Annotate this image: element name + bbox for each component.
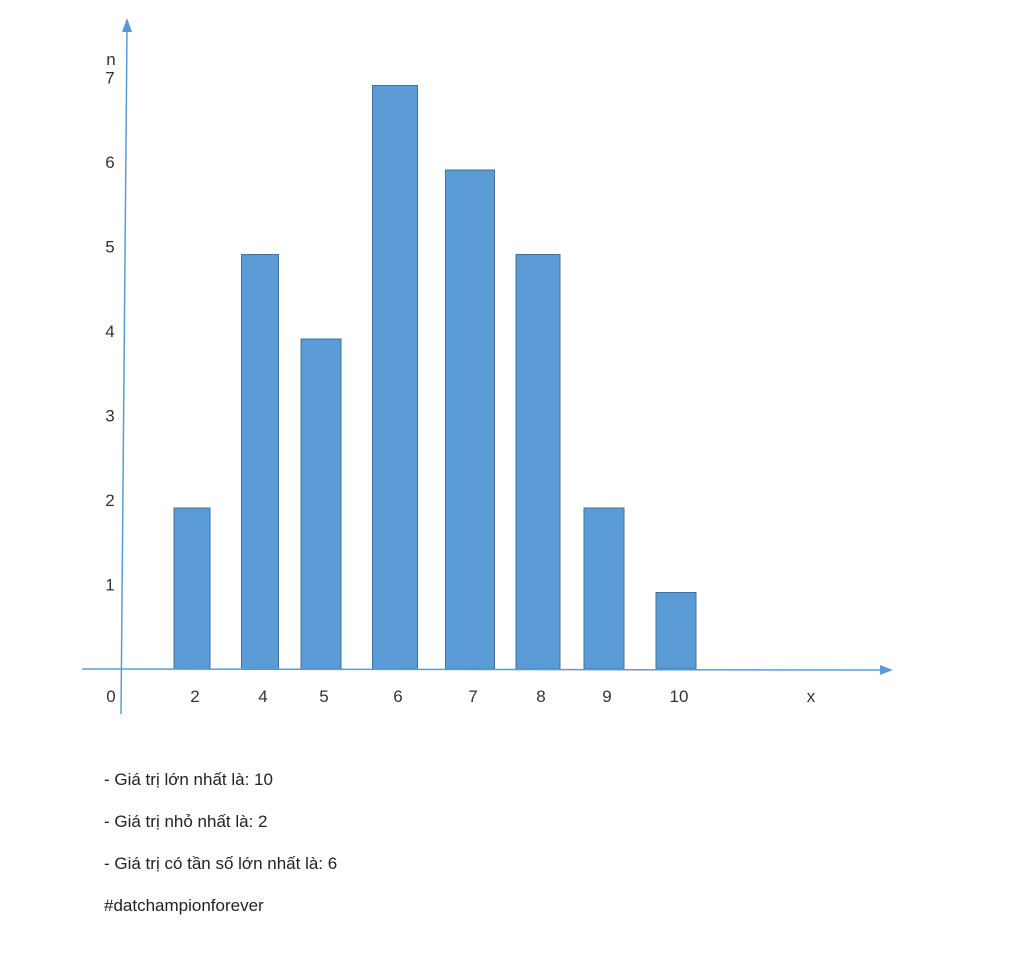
bar-5 xyxy=(300,338,342,670)
y-axis-label: n xyxy=(106,50,115,69)
bars-layer xyxy=(173,85,697,670)
x-tick-label-5: 5 xyxy=(319,687,328,706)
x-axis-label: x xyxy=(807,687,816,706)
x-tick-label-9: 9 xyxy=(602,687,611,706)
y-tick-label-7: 7 xyxy=(105,69,114,88)
axes-layer xyxy=(81,18,893,715)
bar-4 xyxy=(241,254,279,670)
y-tick-label-3: 3 xyxy=(105,407,114,426)
y-axis xyxy=(120,27,128,715)
x-tick-label-2: 2 xyxy=(190,687,199,706)
y-tick-label-4: 4 xyxy=(105,322,114,341)
notes-section: - Giá trị lớn nhất là: 10 - Giá trị nhỏ … xyxy=(104,762,704,930)
bar-2 xyxy=(173,507,211,670)
x-tick-label-8: 8 xyxy=(536,687,545,706)
y-tick-label-6: 6 xyxy=(105,153,114,172)
x-tick-label-7: 7 xyxy=(468,687,477,706)
y-axis-arrow-icon xyxy=(122,18,132,32)
bar-7 xyxy=(445,169,495,670)
note-min-value: - Giá trị nhỏ nhất là: 2 xyxy=(104,812,268,831)
x-axis-arrow-icon xyxy=(880,665,893,675)
origin-label: 0 xyxy=(106,687,115,706)
hashtag: #datchampionforever xyxy=(104,896,264,915)
x-tick-label-10: 10 xyxy=(670,687,689,706)
y-tick-label-2: 2 xyxy=(105,491,114,510)
bar-8 xyxy=(515,254,561,670)
bar-6 xyxy=(372,85,418,670)
bar-10 xyxy=(655,592,697,670)
x-tick-label-6: 6 xyxy=(393,687,402,706)
note-mode-value: - Giá trị có tần số lớn nhất là: 6 xyxy=(104,854,338,873)
bar-9 xyxy=(583,507,625,670)
x-tick-label-4: 4 xyxy=(258,687,267,706)
note-max-value: - Giá trị lớn nhất là: 10 xyxy=(104,770,273,789)
y-tick-label-1: 1 xyxy=(105,576,114,595)
x-axis xyxy=(81,668,885,671)
y-tick-label-5: 5 xyxy=(105,238,114,257)
